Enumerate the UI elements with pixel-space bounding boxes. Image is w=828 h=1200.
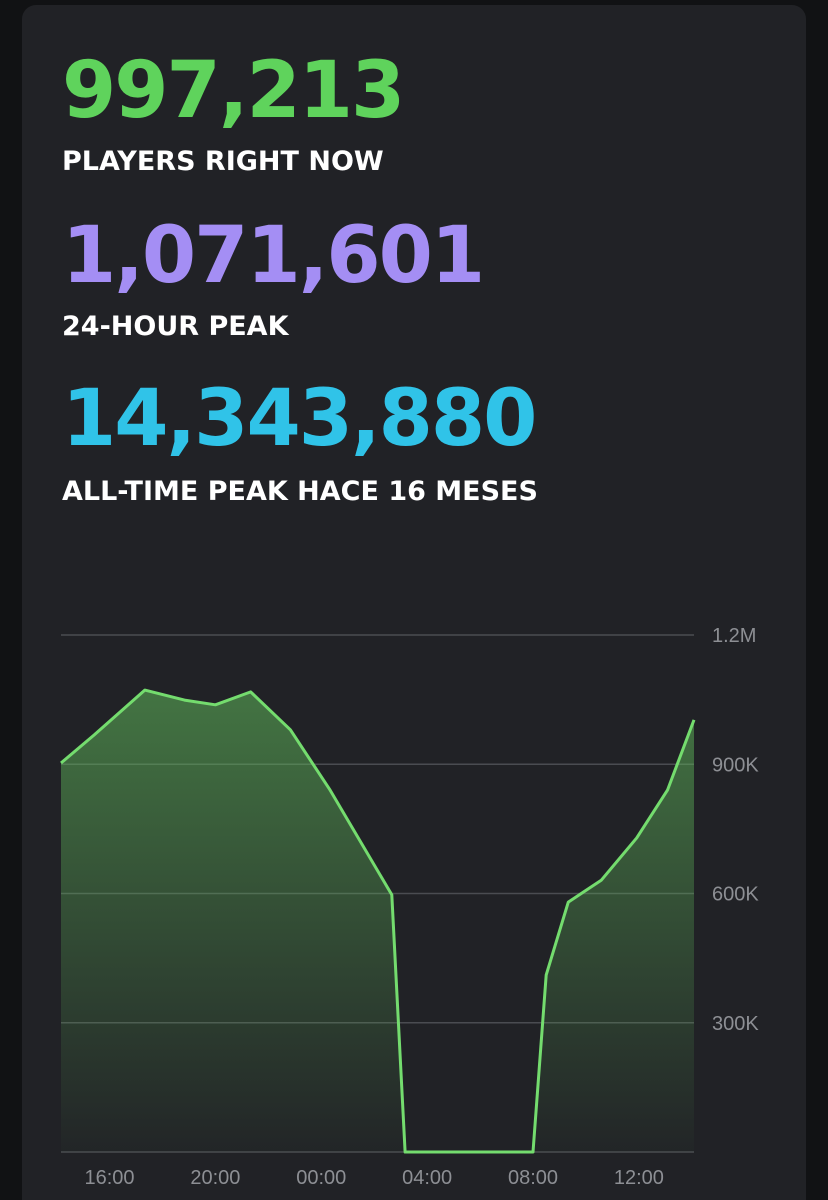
stat-value: 997,213 <box>62 46 403 136</box>
stat-value: 1,071,601 <box>62 211 483 301</box>
stat-label: PLAYERS RIGHT NOW <box>62 146 384 177</box>
area-fill <box>61 690 694 1152</box>
x-tick-label: 16:00 <box>84 1167 134 1189</box>
x-tick-label: 00:00 <box>296 1167 346 1189</box>
stat-label: 24-HOUR PEAK <box>62 311 290 342</box>
x-tick-label: 08:00 <box>508 1167 558 1189</box>
stat-value: 14,343,880 <box>62 374 535 464</box>
y-tick-label: 300K <box>712 1013 759 1035</box>
x-tick-label: 04:00 <box>402 1167 452 1189</box>
y-tick-label: 1.2M <box>712 625 756 647</box>
player-line <box>60 688 696 1154</box>
x-tick-label: 12:00 <box>614 1167 664 1189</box>
x-tick-label: 20:00 <box>190 1167 240 1189</box>
y-tick-label: 900K <box>712 754 759 776</box>
y-tick-label: 600K <box>712 884 759 906</box>
stat-label: ALL-TIME PEAK HACE 16 MESES <box>62 476 538 507</box>
